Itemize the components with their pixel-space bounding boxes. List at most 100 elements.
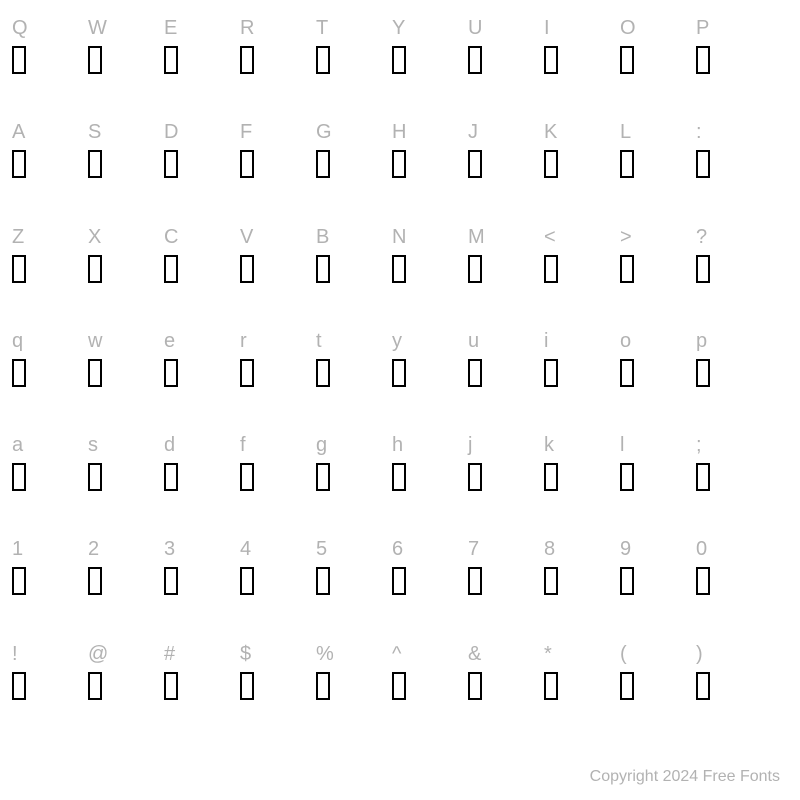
- missing-glyph-box: [696, 672, 710, 700]
- missing-glyph-box: [696, 359, 710, 387]
- charmap-cell: ;: [694, 427, 770, 531]
- charmap-cell: 7: [466, 531, 542, 635]
- charmap-cell: ^: [390, 636, 466, 740]
- charmap-cell: k: [542, 427, 618, 531]
- missing-glyph-box: [12, 359, 26, 387]
- charmap-cell: ?: [694, 219, 770, 323]
- charmap-cell: $: [238, 636, 314, 740]
- missing-glyph-box: [240, 463, 254, 491]
- char-label: Q: [12, 14, 28, 42]
- charmap-cell: 0: [694, 531, 770, 635]
- charmap-cell: l: [618, 427, 694, 531]
- charmap-cell: h: [390, 427, 466, 531]
- charmap-cell: f: [238, 427, 314, 531]
- charmap-cell: D: [162, 114, 238, 218]
- char-label: D: [164, 118, 178, 146]
- char-label: ): [696, 640, 703, 668]
- missing-glyph-box: [620, 150, 634, 178]
- charmap-cell: O: [618, 10, 694, 114]
- char-label: 6: [392, 535, 403, 563]
- missing-glyph-box: [544, 150, 558, 178]
- missing-glyph-box: [240, 672, 254, 700]
- charmap-cell: 9: [618, 531, 694, 635]
- font-charmap-grid: QWERTYUIOPASDFGHJKL:ZXCVBNM<>?qwertyuiop…: [0, 0, 780, 740]
- missing-glyph-box: [240, 359, 254, 387]
- missing-glyph-box: [316, 672, 330, 700]
- missing-glyph-box: [392, 463, 406, 491]
- char-label: 4: [240, 535, 251, 563]
- charmap-cell: U: [466, 10, 542, 114]
- char-label: !: [12, 640, 18, 668]
- char-label: ?: [696, 223, 707, 251]
- char-label: l: [620, 431, 624, 459]
- missing-glyph-box: [620, 672, 634, 700]
- charmap-cell: Z: [10, 219, 86, 323]
- charmap-cell: 4: [238, 531, 314, 635]
- missing-glyph-box: [240, 46, 254, 74]
- charmap-cell: a: [10, 427, 86, 531]
- charmap-cell: t: [314, 323, 390, 427]
- missing-glyph-box: [12, 150, 26, 178]
- charmap-cell: 2: [86, 531, 162, 635]
- char-label: 3: [164, 535, 175, 563]
- missing-glyph-box: [240, 567, 254, 595]
- char-label: s: [88, 431, 98, 459]
- char-label: A: [12, 118, 25, 146]
- missing-glyph-box: [696, 567, 710, 595]
- missing-glyph-box: [88, 463, 102, 491]
- char-label: R: [240, 14, 254, 42]
- char-label: k: [544, 431, 554, 459]
- missing-glyph-box: [164, 46, 178, 74]
- charmap-cell: #: [162, 636, 238, 740]
- char-label: H: [392, 118, 406, 146]
- charmap-cell: P: [694, 10, 770, 114]
- missing-glyph-box: [12, 255, 26, 283]
- missing-glyph-box: [164, 463, 178, 491]
- missing-glyph-box: [316, 567, 330, 595]
- char-label: 5: [316, 535, 327, 563]
- missing-glyph-box: [240, 255, 254, 283]
- missing-glyph-box: [316, 150, 330, 178]
- missing-glyph-box: [392, 567, 406, 595]
- missing-glyph-box: [12, 567, 26, 595]
- charmap-cell: ): [694, 636, 770, 740]
- missing-glyph-box: [468, 46, 482, 74]
- missing-glyph-box: [164, 255, 178, 283]
- charmap-cell: X: [86, 219, 162, 323]
- charmap-cell: s: [86, 427, 162, 531]
- char-label: X: [88, 223, 101, 251]
- missing-glyph-box: [12, 46, 26, 74]
- copyright-footer: Copyright 2024 Free Fonts: [590, 768, 780, 786]
- charmap-cell: Y: [390, 10, 466, 114]
- char-label: a: [12, 431, 23, 459]
- charmap-cell: W: [86, 10, 162, 114]
- char-label: Y: [392, 14, 405, 42]
- charmap-cell: e: [162, 323, 238, 427]
- missing-glyph-box: [468, 359, 482, 387]
- char-label: #: [164, 640, 175, 668]
- missing-glyph-box: [468, 567, 482, 595]
- charmap-cell: y: [390, 323, 466, 427]
- char-label: G: [316, 118, 332, 146]
- charmap-cell: H: [390, 114, 466, 218]
- char-label: 1: [12, 535, 23, 563]
- char-label: p: [696, 327, 707, 355]
- charmap-cell: q: [10, 323, 86, 427]
- char-label: r: [240, 327, 247, 355]
- char-label: M: [468, 223, 485, 251]
- missing-glyph-box: [88, 672, 102, 700]
- missing-glyph-box: [88, 567, 102, 595]
- charmap-cell: 6: [390, 531, 466, 635]
- missing-glyph-box: [240, 150, 254, 178]
- charmap-cell: &: [466, 636, 542, 740]
- char-label: O: [620, 14, 636, 42]
- char-label: >: [620, 223, 632, 251]
- char-label: @: [88, 640, 108, 668]
- char-label: 2: [88, 535, 99, 563]
- charmap-cell: T: [314, 10, 390, 114]
- char-label: $: [240, 640, 251, 668]
- missing-glyph-box: [620, 463, 634, 491]
- charmap-cell: K: [542, 114, 618, 218]
- charmap-cell: R: [238, 10, 314, 114]
- charmap-cell: B: [314, 219, 390, 323]
